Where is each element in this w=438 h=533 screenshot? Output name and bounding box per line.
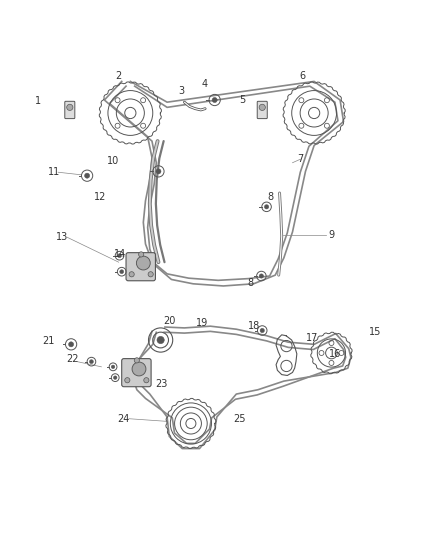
Circle shape	[148, 272, 153, 277]
Text: 17: 17	[306, 333, 318, 343]
Text: 12: 12	[94, 192, 106, 203]
Text: 8: 8	[247, 278, 253, 287]
Circle shape	[259, 274, 264, 278]
FancyBboxPatch shape	[257, 101, 267, 119]
Text: 10: 10	[107, 156, 119, 166]
Text: 20: 20	[163, 316, 176, 326]
Text: 23: 23	[156, 379, 168, 389]
Circle shape	[69, 342, 74, 347]
Text: 8: 8	[268, 192, 274, 203]
Text: 11: 11	[48, 167, 60, 177]
Text: 16: 16	[329, 349, 341, 359]
Circle shape	[67, 104, 73, 110]
Text: 7: 7	[297, 154, 304, 164]
Text: 22: 22	[67, 354, 79, 365]
Text: 13: 13	[57, 232, 69, 242]
Text: 19: 19	[196, 318, 208, 328]
Text: 4: 4	[201, 79, 208, 89]
Circle shape	[212, 98, 217, 102]
FancyBboxPatch shape	[65, 101, 75, 119]
Circle shape	[120, 270, 124, 273]
FancyBboxPatch shape	[122, 359, 151, 387]
Text: 5: 5	[239, 94, 245, 104]
Circle shape	[89, 360, 93, 364]
Text: 9: 9	[328, 230, 335, 240]
FancyBboxPatch shape	[126, 253, 155, 281]
Circle shape	[265, 205, 268, 209]
Circle shape	[259, 104, 265, 110]
Circle shape	[156, 169, 161, 174]
Circle shape	[117, 254, 121, 257]
Circle shape	[134, 358, 139, 363]
Text: 25: 25	[233, 414, 246, 424]
Circle shape	[260, 328, 265, 333]
Circle shape	[144, 378, 149, 383]
Text: 15: 15	[369, 327, 382, 337]
Circle shape	[125, 378, 130, 383]
Text: 14: 14	[114, 249, 127, 260]
Circle shape	[129, 272, 134, 277]
Circle shape	[157, 336, 164, 344]
Circle shape	[136, 256, 150, 270]
Text: 2: 2	[116, 71, 122, 81]
Text: 24: 24	[117, 414, 129, 424]
Circle shape	[113, 376, 117, 379]
Circle shape	[111, 365, 115, 369]
Text: 3: 3	[178, 86, 184, 96]
Text: 6: 6	[300, 71, 306, 81]
Circle shape	[132, 362, 146, 376]
Text: 21: 21	[42, 336, 54, 346]
Text: 1: 1	[35, 96, 41, 106]
Circle shape	[85, 173, 90, 178]
Text: 18: 18	[248, 321, 261, 331]
Circle shape	[138, 252, 144, 257]
